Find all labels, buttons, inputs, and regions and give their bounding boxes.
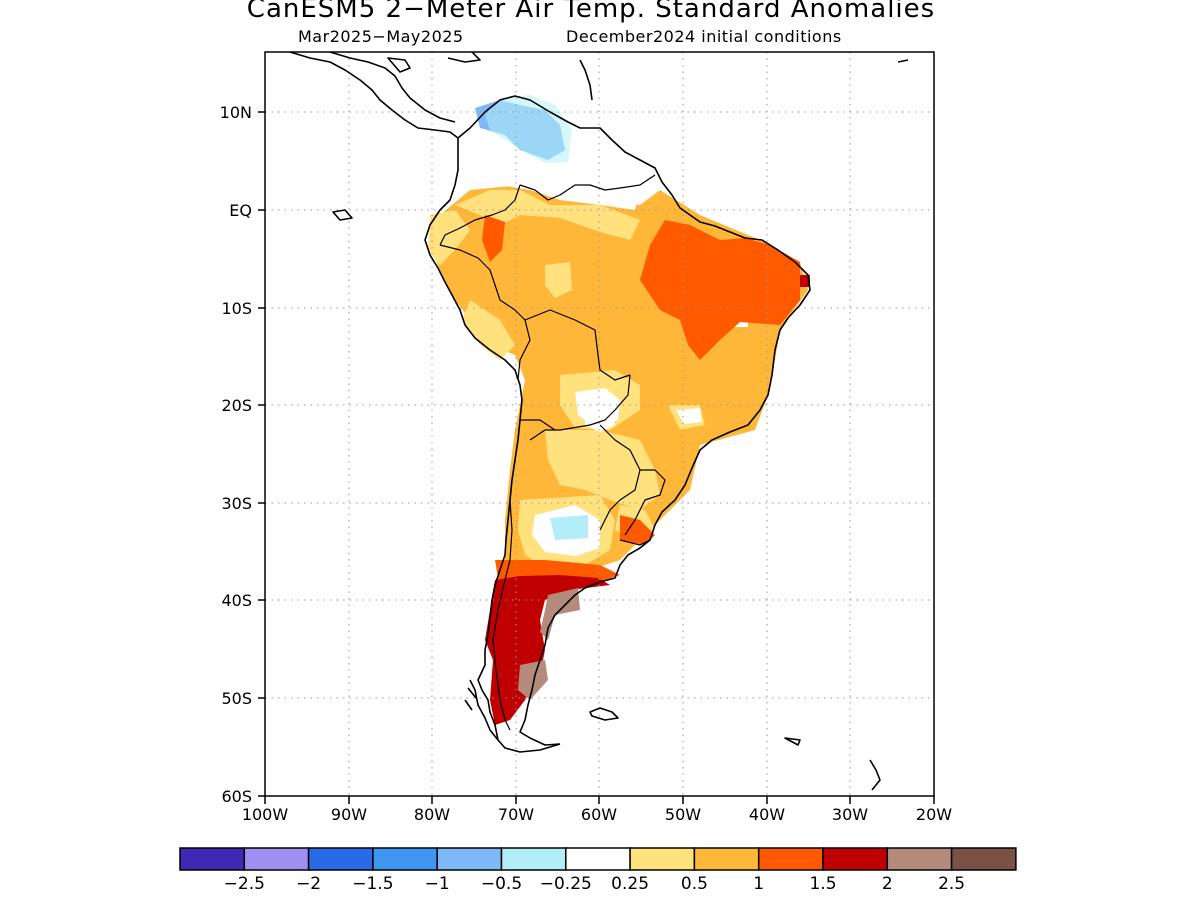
colorbar-label: 0.25: [611, 874, 649, 894]
x-tick-60w: 60W: [581, 805, 617, 824]
colorbar-label: 2.5: [938, 874, 965, 894]
y-tick-30s: 30S: [221, 494, 252, 513]
anomaly-region-hot: [640, 220, 800, 360]
x-tick-40w: 40W: [749, 805, 785, 824]
x-tick-20w: 20W: [916, 805, 952, 824]
initial-conditions: December2024 initial conditions: [566, 27, 842, 46]
colorbar-swatch: [436, 847, 503, 871]
colorbar-label: 0.5: [681, 874, 708, 894]
y-tick-50s: 50S: [221, 689, 252, 708]
x-tick-90w: 90W: [331, 805, 367, 824]
colorbar-label: 1: [753, 874, 764, 894]
y-tick-20s: 20S: [221, 396, 252, 415]
colorbar-swatch: [757, 847, 824, 871]
grid-lines: [265, 52, 934, 796]
anomaly-region-neutral: [458, 135, 640, 210]
colorbar-swatch: [243, 847, 310, 871]
map-title: CanESM5 2−Meter Air Temp. Standard Anoma…: [246, 0, 936, 24]
x-tick-50w: 50W: [665, 805, 701, 824]
axis-ticks: [258, 111, 935, 804]
colorbar-label: −2.5: [224, 874, 265, 894]
x-tick-100w: 100W: [242, 805, 289, 824]
colorbar-label: −1: [425, 874, 450, 894]
y-tick-10n: 10N: [220, 103, 252, 122]
colorbar-swatch: [372, 847, 438, 871]
x-axis-labels: 100W 90W 80W 70W 60W 50W 40W 30W 20W: [242, 805, 952, 824]
colorbar-label: −0.5: [481, 874, 522, 894]
y-tick-40s: 40S: [221, 591, 252, 610]
coastlines: [289, 52, 909, 791]
colorbar-swatch: [565, 847, 631, 871]
colorbar-swatch: [629, 847, 696, 871]
colorbar-swatch: [822, 847, 889, 871]
anomaly-region-warm-light: [455, 190, 640, 240]
colorbar-label: −1.5: [352, 874, 393, 894]
colorbar-labels: −2.5 −2 −1.5 −1 −0.5 −0.25 0.25 0.5 1 1.5 2 2.5: [224, 874, 965, 894]
colorbar-swatch: [179, 847, 246, 871]
anomaly-shading: [428, 95, 810, 725]
x-tick-80w: 80W: [414, 805, 450, 824]
y-tick-10s: 10S: [221, 299, 252, 318]
x-tick-70w: 70W: [498, 805, 534, 824]
colorbar-label: 1.5: [809, 874, 836, 894]
y-tick-60s: 60S: [221, 787, 252, 806]
colorbar-swatch: [500, 847, 567, 871]
y-axis-labels: 10N EQ 10S 20S 30S 40S 50S 60S: [220, 103, 252, 806]
colorbar-swatch: [307, 847, 374, 871]
colorbar-swatch: [886, 847, 953, 871]
colorbar-label: 2: [882, 874, 893, 894]
colorbar: [179, 847, 1017, 871]
x-tick-30w: 30W: [832, 805, 868, 824]
colorbar-label: −0.25: [540, 874, 592, 894]
forecast-period: Mar2025−May2025: [298, 27, 464, 46]
colorbar-swatch: [693, 847, 760, 871]
colorbar-swatch: [950, 847, 1017, 871]
colorbar-label: −2: [296, 874, 321, 894]
y-tick-eq: EQ: [229, 201, 252, 220]
